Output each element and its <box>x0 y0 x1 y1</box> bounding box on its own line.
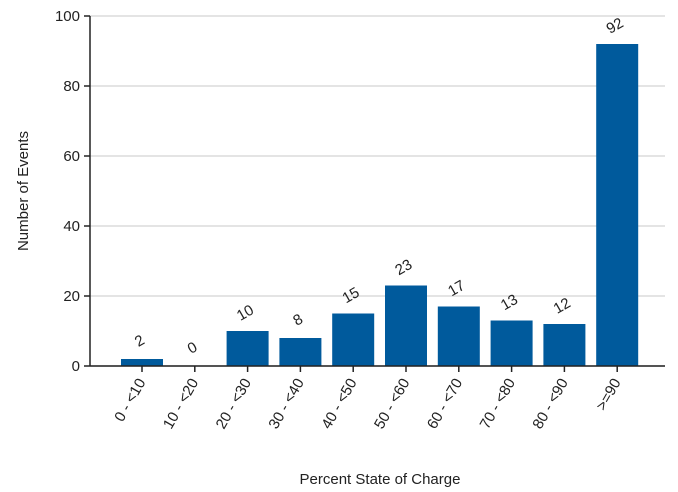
x-tick-label: 0 - <10 <box>111 376 149 425</box>
data-label: 2 <box>132 332 148 351</box>
data-label: 23 <box>392 256 415 279</box>
data-label: 13 <box>498 291 521 314</box>
data-label: 92 <box>603 15 626 38</box>
data-label: 8 <box>290 311 306 330</box>
x-tick-label: 50 - <60 <box>371 376 413 433</box>
x-axis-label: Percent State of Charge <box>300 471 461 488</box>
x-tick-label: 60 - <70 <box>424 376 466 433</box>
x-tick-label: 70 - <80 <box>477 376 519 433</box>
x-tick-label: 10 - <20 <box>160 376 202 433</box>
data-label: 10 <box>234 302 257 325</box>
bar <box>596 44 639 366</box>
data-label: 0 <box>185 339 201 358</box>
bar <box>437 306 480 366</box>
x-tick-label: 30 - <40 <box>265 376 307 433</box>
y-tick-label: 20 <box>63 288 80 305</box>
y-tick-label: 60 <box>63 148 80 165</box>
y-tick-label: 100 <box>55 8 80 25</box>
y-tick-label: 0 <box>72 358 80 375</box>
y-axis-label: Number of Events <box>15 131 32 251</box>
y-tick-label: 80 <box>63 78 80 95</box>
bar <box>121 359 163 366</box>
data-label: 15 <box>339 284 362 307</box>
bar <box>385 285 427 366</box>
data-label: 12 <box>551 295 574 318</box>
x-tick-label: 20 - <30 <box>213 376 255 433</box>
x-tick-label: 40 - <50 <box>318 376 360 433</box>
bar <box>226 331 269 366</box>
bar <box>543 324 586 366</box>
bar <box>332 313 375 366</box>
bar <box>490 320 533 366</box>
bar <box>279 338 322 366</box>
x-tick-label: >=90 <box>593 376 625 414</box>
data-label: 17 <box>445 277 468 300</box>
y-tick-label: 40 <box>63 218 80 235</box>
x-tick-label: 80 - <90 <box>529 376 571 433</box>
